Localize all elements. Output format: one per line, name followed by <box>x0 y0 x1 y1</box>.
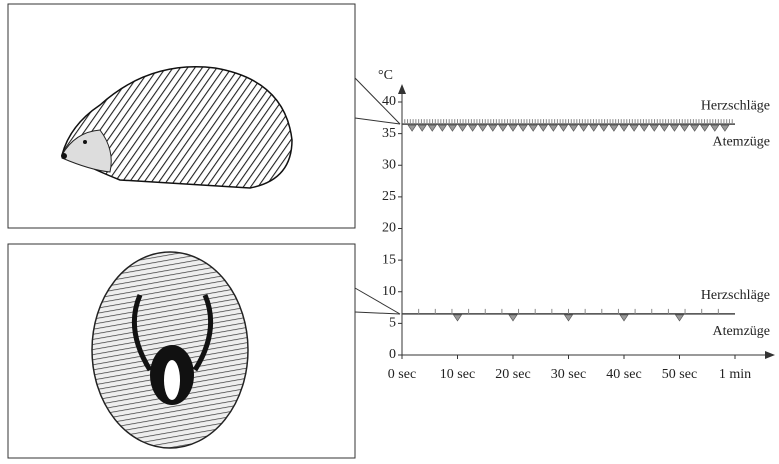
breath-mark <box>427 124 437 132</box>
y-tick-label: 15 <box>382 252 396 267</box>
x-tick-label: 30 sec <box>551 367 586 382</box>
breath-mark <box>437 124 448 132</box>
breath-mark <box>528 124 538 132</box>
hedgehog-eye <box>83 140 87 144</box>
breath-mark <box>649 124 659 132</box>
breath-mark <box>447 124 458 132</box>
hedgehog-body <box>61 66 293 189</box>
breath-mark <box>589 124 599 132</box>
x-tick-label: 10 sec <box>440 367 475 382</box>
breath-mark <box>619 124 629 132</box>
breath-mark <box>538 124 548 132</box>
breath-mark <box>710 124 720 132</box>
y-tick-label: 40 <box>382 94 396 109</box>
breath-mark <box>669 124 680 132</box>
hibernating-hedgehog-panel <box>7 243 356 459</box>
x-tick-label: 20 sec <box>495 367 530 382</box>
breath-mark <box>609 124 619 132</box>
breath-mark <box>568 124 579 132</box>
breath-mark <box>659 124 670 132</box>
heartbeat-label: Herzschläge <box>701 98 770 113</box>
breath-mark <box>508 314 518 322</box>
y-tick-label: 25 <box>382 189 396 204</box>
breath-mark <box>508 124 518 132</box>
x-axis-arrow <box>765 351 775 359</box>
hedgehog-nose <box>61 153 67 159</box>
hedgehog-face <box>61 129 112 173</box>
x-tick-label: 0 sec <box>388 367 416 382</box>
y-axis-arrow <box>398 84 406 94</box>
x-tick-label: 50 sec <box>662 367 697 382</box>
connector-line <box>354 311 401 315</box>
breath-mark <box>700 124 710 132</box>
y-tick-label: 35 <box>382 126 396 141</box>
breath-mark <box>639 124 649 132</box>
breath-mark <box>478 124 488 132</box>
breath-mark <box>629 124 639 132</box>
y-tick-label: 0 <box>389 347 396 362</box>
y-tick-label: 10 <box>382 284 396 299</box>
connector-line <box>354 287 401 315</box>
breath-mark <box>417 124 427 132</box>
y-tick-label: 20 <box>382 221 396 236</box>
breath-mark <box>720 124 730 132</box>
breath-label: Atemzüge <box>712 324 770 339</box>
breath-mark <box>689 124 700 132</box>
connector-line <box>354 117 401 125</box>
breath-mark <box>578 124 589 132</box>
active-hedgehog-panel <box>7 3 356 229</box>
connectors <box>354 77 401 315</box>
breath-mark <box>599 124 609 132</box>
breath-mark <box>679 124 690 132</box>
breath-mark <box>619 314 629 322</box>
breath-mark <box>452 314 463 322</box>
heartbeat-label: Herzschläge <box>701 288 770 303</box>
breath-mark <box>467 124 478 132</box>
breath-mark <box>558 124 569 132</box>
breath-mark <box>488 124 498 132</box>
x-tick-label: 40 sec <box>606 367 641 382</box>
breath-mark <box>407 124 417 132</box>
hedgehog-snout <box>164 360 180 400</box>
breath-mark <box>563 314 574 322</box>
breath-mark <box>518 124 528 132</box>
breath-label: Atemzüge <box>712 134 770 149</box>
y-tick-label: 30 <box>382 157 396 172</box>
connector-line <box>354 77 401 125</box>
x-tick-label: 1 min <box>719 367 751 382</box>
breath-mark <box>674 314 685 322</box>
y-tick-label: 5 <box>389 316 396 331</box>
hedgehog-legs <box>131 294 214 372</box>
breath-mark <box>548 124 559 132</box>
breath-mark <box>498 124 508 132</box>
y-axis-label: °C <box>378 68 393 83</box>
breath-mark <box>457 124 468 132</box>
